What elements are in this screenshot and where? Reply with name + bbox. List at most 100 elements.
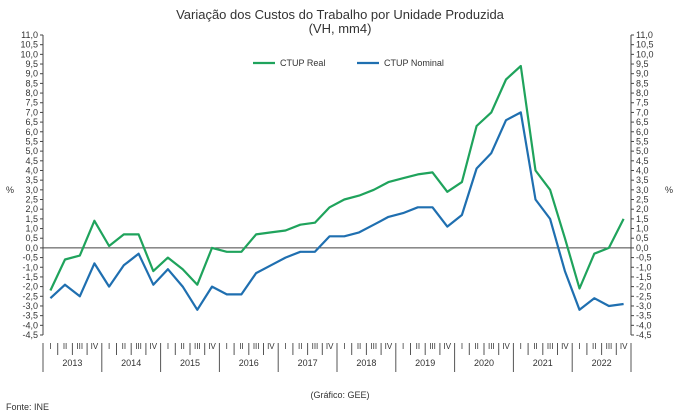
chart-credit: (Gráfico: GEE) [310,390,370,400]
x-tick-label: III [135,342,142,351]
year-label: 2022 [592,358,612,368]
chart-subtitle: (VH, mm4) [308,21,372,36]
x-tick-label: I [520,342,522,351]
y-tick-label: -3,5 [22,311,38,321]
y-tick-label: -1,5 [22,272,38,282]
y-tick-label: -0,5 [22,253,38,263]
y-tick-label: -4,0 [22,320,38,330]
x-tick-label: II [239,342,243,351]
y-tick-label-right: -1,0 [636,262,652,272]
y-tick-label: -2,5 [22,291,38,301]
y-tick-label-right: 6,0 [636,127,649,137]
y-tick-label-right: 2,5 [636,195,649,205]
y-axis-label-right: % [665,185,673,195]
y-tick-label: 5,0 [25,146,38,156]
y-tick-label: -1,0 [22,262,38,272]
x-tick-label: I [167,342,169,351]
y-tick-label: 9,0 [25,69,38,79]
y-tick-label-right: 0,0 [636,243,649,253]
y-tick-label: 5,5 [25,136,38,146]
x-tick-label: II [474,342,478,351]
y-tick-label: 6,0 [25,127,38,137]
year-label: 2013 [62,358,82,368]
x-tick-label: II [63,342,67,351]
y-tick-label: 4,0 [25,165,38,175]
y-tick-label: 8,5 [25,78,38,88]
y-tick-label: 9,5 [25,59,38,69]
y-tick-label-right: 1,5 [636,214,649,224]
y-tick-label-right: 5,0 [636,146,649,156]
y-tick-label-right: 2,0 [636,204,649,214]
x-tick-label: III [370,342,377,351]
y-tick-label-right: -3,5 [636,311,652,321]
y-tick-label-right: -1,5 [636,272,652,282]
y-tick-label-right: -2,0 [636,282,652,292]
y-tick-label-right: 0,5 [636,233,649,243]
x-tick-label: IV [208,342,216,351]
x-tick-label: IV [267,342,275,351]
y-tick-label: -2,0 [22,282,38,292]
x-tick-label: I [226,342,228,351]
y-tick-label-right: -2,5 [636,291,652,301]
y-tick-label-right: 8,0 [636,88,649,98]
x-tick-label: II [357,342,361,351]
y-tick-label-right: 9,0 [636,69,649,79]
x-tick-label: IV [385,342,393,351]
x-tick-label: III [194,342,201,351]
y-tick-label-right: 11,0 [636,30,653,40]
y-tick-label-right: 9,5 [636,59,649,69]
x-tick-label: IV [620,342,628,351]
y-tick-label-right: 6,5 [636,117,649,127]
x-tick-label: III [76,342,83,351]
y-tick-label: 10,0 [20,49,38,59]
y-tick-label-right: 7,5 [636,98,649,108]
y-tick-label: 4,5 [25,156,38,166]
y-tick-label: -4,5 [22,330,38,340]
y-tick-label-right: -0,5 [636,253,652,263]
year-label: 2018 [356,358,376,368]
y-tick-label: 2,0 [25,204,38,214]
x-tick-label: III [488,342,495,351]
legend-label: CTUP Real [280,58,325,68]
x-tick-label: IV [91,342,99,351]
x-tick-label: II [122,342,126,351]
year-label: 2019 [415,358,435,368]
x-tick-label: I [49,342,51,351]
y-tick-label: 0,0 [25,243,38,253]
y-tick-label-right: -4,0 [636,320,652,330]
year-label: 2014 [121,358,141,368]
y-tick-label: 7,5 [25,98,38,108]
x-tick-label: I [461,342,463,351]
y-tick-label-right: 10,0 [636,49,654,59]
x-tick-label: I [343,342,345,351]
x-tick-label: II [180,342,184,351]
x-tick-label: IV [443,342,451,351]
series-line-ctup-real [49,64,625,291]
chart-source: Fonte: INE [6,402,50,412]
x-tick-label: IV [502,342,510,351]
y-tick-label: -3,0 [22,301,38,311]
x-tick-label: II [592,342,596,351]
y-tick-label-right: -4,5 [636,330,652,340]
x-tick-label: I [578,342,580,351]
y-tick-label-right: -3,0 [636,301,652,311]
x-tick-label: I [108,342,110,351]
y-tick-label-right: 3,5 [636,175,649,185]
x-tick-label: IV [561,342,569,351]
year-label: 2015 [180,358,200,368]
y-tick-label: 1,0 [25,224,38,234]
y-tick-label-right: 1,0 [636,224,649,234]
y-tick-label-right: 5,5 [636,136,649,146]
year-label: 2016 [239,358,259,368]
x-tick-label: IV [149,342,157,351]
x-tick-label: I [284,342,286,351]
x-tick-label: II [416,342,420,351]
x-tick-label: III [429,342,436,351]
x-tick-label: III [253,342,260,351]
y-axis-label: % [6,185,14,195]
y-tick-label: 11,0 [21,30,38,40]
y-tick-label: 6,5 [25,117,38,127]
y-tick-label: 2,5 [25,195,38,205]
